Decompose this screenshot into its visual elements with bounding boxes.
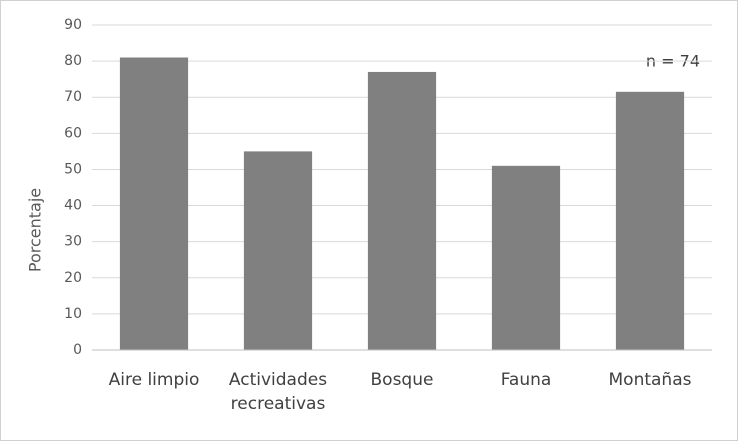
x-tick-label: Actividades recreativas xyxy=(228,370,328,414)
bar xyxy=(119,57,189,350)
y-tick-label: 50 xyxy=(64,161,82,177)
bar xyxy=(615,91,685,351)
bar xyxy=(367,71,437,350)
x-tick-label: Montañas xyxy=(608,370,692,390)
x-tick-label: Bosque xyxy=(370,370,434,390)
bar xyxy=(243,151,313,350)
y-tick-label: 0 xyxy=(73,342,82,358)
y-axis-label: Porcentaje xyxy=(26,188,45,272)
y-tick-label: 80 xyxy=(64,53,82,69)
y-tick-label: 90 xyxy=(64,17,82,33)
y-tick-label: 10 xyxy=(64,306,82,322)
y-tick-label: 20 xyxy=(64,270,82,286)
x-tick-label: Fauna xyxy=(500,370,552,390)
bar xyxy=(491,165,561,350)
y-tick-label: 70 xyxy=(64,89,82,105)
x-tick-label: Aire limpio xyxy=(108,370,200,390)
y-tick-label: 60 xyxy=(64,125,82,141)
y-tick-label: 40 xyxy=(64,198,82,214)
y-tick-label: 30 xyxy=(64,234,82,250)
